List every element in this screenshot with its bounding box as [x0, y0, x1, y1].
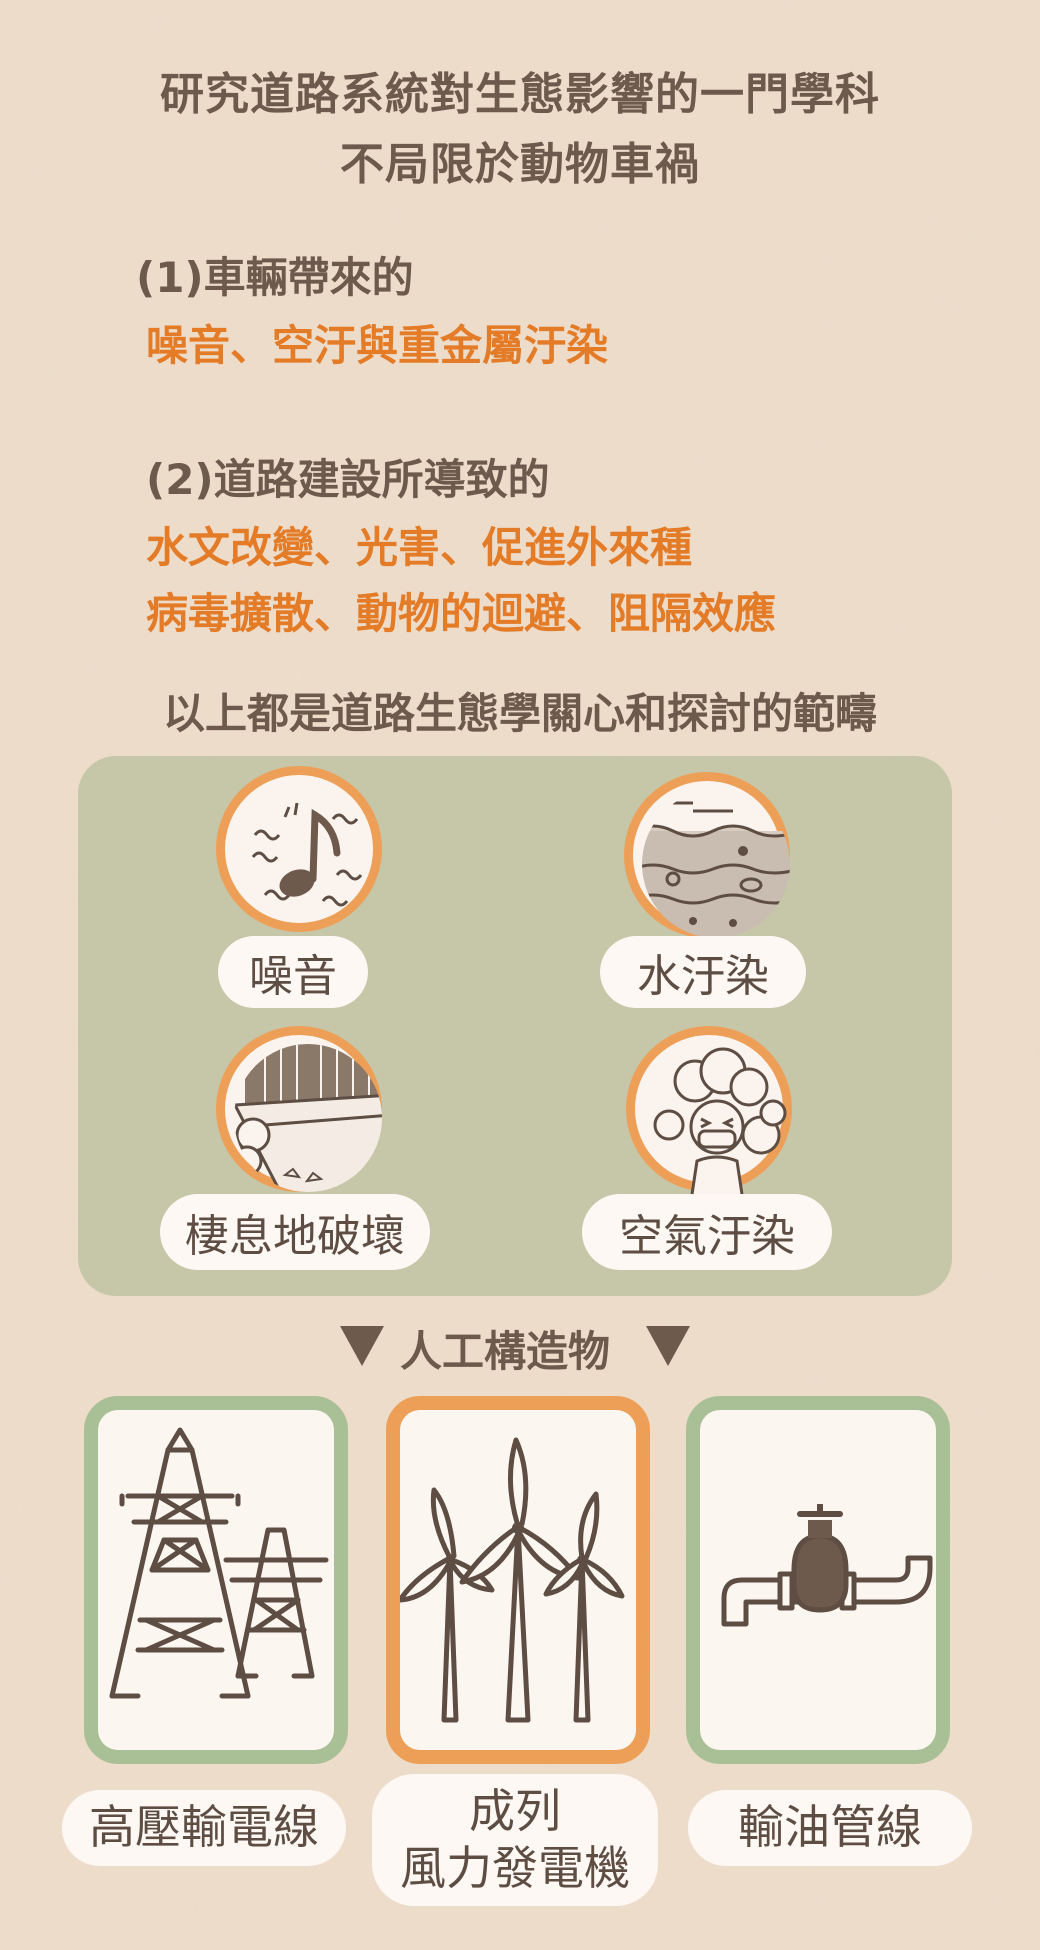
summary-text: 以上都是道路生態學關心和探討的範疇	[162, 689, 877, 738]
structure-label-wind-turbines-line2: 風力發電機	[400, 1841, 630, 1895]
heading-line-1: 研究道路系統對生態影響的一門學科	[160, 69, 880, 120]
habitat-destruction-icon	[216, 1026, 382, 1192]
section2-title: (2)道路建設所導致的	[146, 455, 550, 504]
impact-label-air-pollution: 空氣汙染	[582, 1194, 832, 1270]
heading-line-2: 不局限於動物車禍	[340, 139, 700, 190]
impact-label-habitat-destruction: 棲息地破壞	[160, 1194, 430, 1270]
power-tower-icon	[84, 1396, 348, 1764]
triangle-down-icon	[340, 1326, 384, 1366]
air-pollution-icon	[626, 1026, 792, 1201]
structure-label-wind-turbines: 成列 風力發電機	[372, 1774, 658, 1906]
section2-items-line2: 病毒擴散、動物的迴避、阻隔效應	[146, 589, 777, 638]
triangle-down-icon	[646, 1326, 690, 1366]
water-pollution-icon	[624, 772, 790, 938]
music-note-icon	[216, 766, 382, 932]
impact-label-water-pollution: 水汙染	[600, 936, 806, 1008]
wind-turbine-icon	[386, 1396, 650, 1764]
structures-title: 人工構造物	[400, 1327, 611, 1376]
structure-label-power-line: 高壓輸電線	[62, 1790, 346, 1866]
section1-title: (1)車輛帶來的	[136, 253, 414, 302]
section1-items: 噪音、空汙與重金屬汙染	[146, 321, 609, 370]
pipeline-icon	[686, 1396, 950, 1764]
structure-label-oil-pipeline: 輸油管線	[688, 1790, 972, 1866]
section2-items-line1: 水文改變、光害、促進外來種	[146, 523, 693, 572]
structure-label-wind-turbines-line1: 成列	[469, 1783, 561, 1838]
impact-label-noise: 噪音	[218, 936, 368, 1008]
